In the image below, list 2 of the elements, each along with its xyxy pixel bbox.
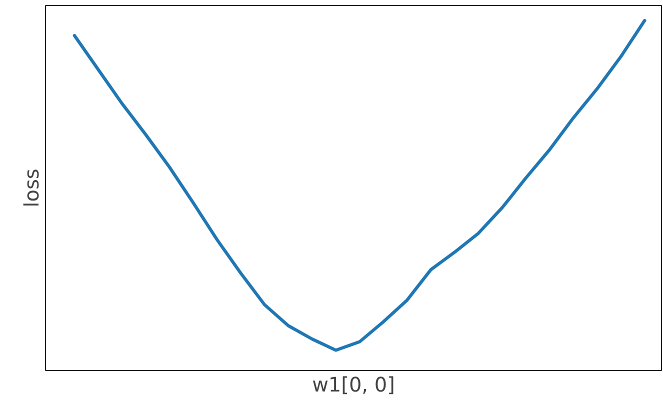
x-axis-title: w1[0, 0] xyxy=(312,372,395,396)
y-axis-title: loss xyxy=(20,168,44,208)
